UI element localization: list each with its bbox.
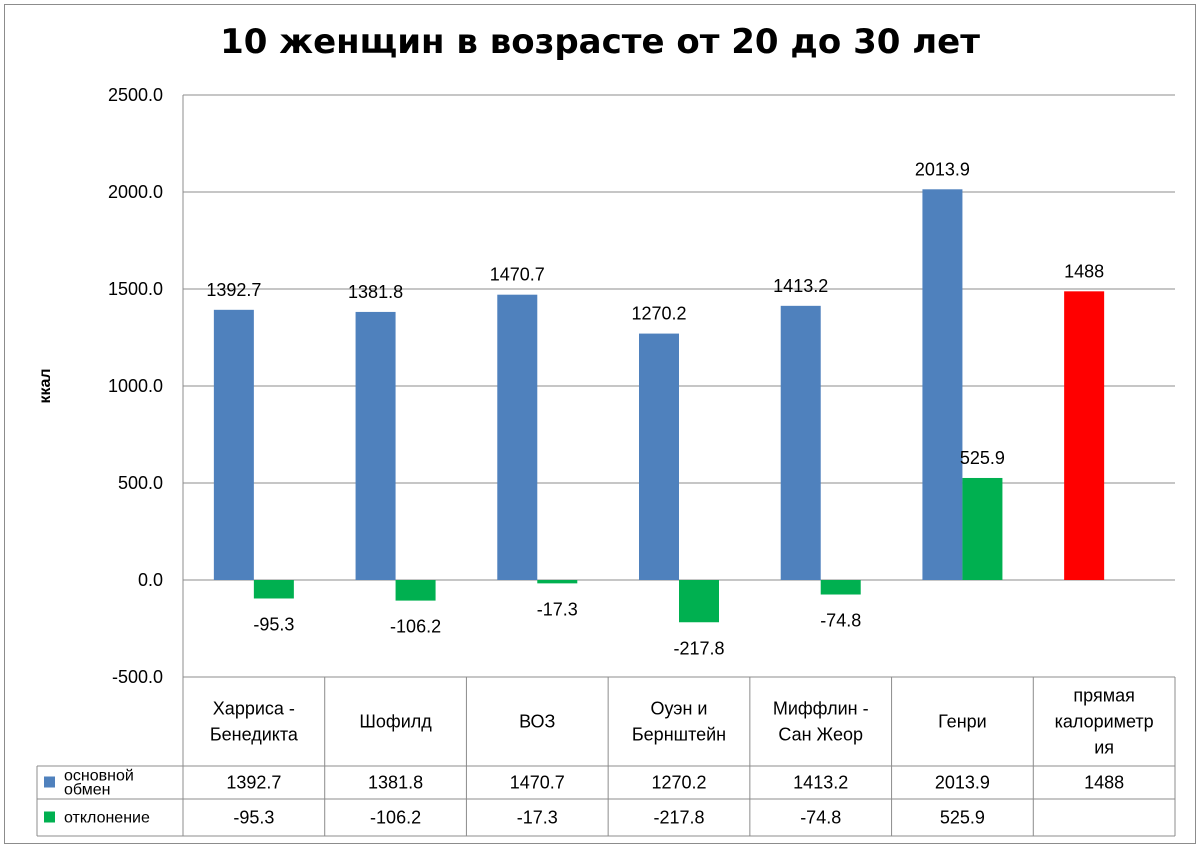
table-cell: 1392.7 <box>226 773 281 793</box>
data-label: 1413.2 <box>773 276 828 296</box>
y-tick-label: 2000.0 <box>108 182 163 202</box>
data-label: 525.9 <box>960 448 1005 468</box>
data-label: -106.2 <box>390 617 441 637</box>
legend-series-name: отклонение <box>64 810 150 827</box>
chart-title: 10 женщин в возрасте от 20 до 30 лет <box>220 22 980 62</box>
y-tick-label: 500.0 <box>118 473 163 493</box>
bar-series2 <box>820 580 861 595</box>
category-label: Шофилд <box>359 712 432 732</box>
category-label: ВОЗ <box>519 712 555 732</box>
data-label: -17.3 <box>537 599 578 619</box>
category-label: Миффлин - <box>773 699 869 719</box>
data-label: 2013.9 <box>915 159 970 179</box>
table-cell: 2013.9 <box>935 773 990 793</box>
category-label: Генри <box>938 712 987 732</box>
bar-series2 <box>395 580 436 601</box>
category-label: Харриса - <box>213 699 295 719</box>
table-cell: 525.9 <box>940 808 985 828</box>
data-label: -217.8 <box>673 638 724 658</box>
table-cell: -95.3 <box>233 808 274 828</box>
table-cell: 1488 <box>1084 773 1124 793</box>
bar-series2 <box>253 580 294 599</box>
category-label: прямая <box>1073 686 1134 706</box>
bar-series1 <box>922 189 963 580</box>
data-label: 1270.2 <box>631 304 686 324</box>
data-label: -95.3 <box>253 614 294 634</box>
y-tick-label: -500.0 <box>112 667 163 687</box>
bar-series1 <box>639 333 679 580</box>
data-label: 1488 <box>1064 261 1104 281</box>
table-cell: 1270.2 <box>651 773 706 793</box>
y-tick-label: 2500.0 <box>108 85 163 105</box>
table-cell: -74.8 <box>800 808 841 828</box>
bar-series1 <box>213 309 254 580</box>
category-label: Оуэн и <box>651 699 708 719</box>
data-label: 1381.8 <box>348 282 403 302</box>
table-cell: -17.3 <box>517 808 558 828</box>
category-label: Бернштейн <box>632 725 726 745</box>
data-label: -74.8 <box>820 611 861 631</box>
table-cell: -217.8 <box>653 808 704 828</box>
table-cell: -106.2 <box>370 808 421 828</box>
chart-frame <box>4 4 1196 844</box>
legend-series-name: основной <box>64 768 134 785</box>
data-label: 1392.7 <box>206 280 261 300</box>
legend-series-name: обмен <box>64 782 110 799</box>
bar-series2 <box>679 580 719 623</box>
legend-key-series1 <box>44 776 55 788</box>
bar-series1 <box>780 305 821 580</box>
category-label: Бенедикта <box>210 725 299 745</box>
bar-series1 <box>1064 291 1105 580</box>
y-tick-label: 1500.0 <box>108 279 163 299</box>
legend-key-series2 <box>44 811 55 823</box>
category-label: Сан Жеор <box>778 725 863 745</box>
bar-series2 <box>962 477 1003 580</box>
table-cell: 1413.2 <box>793 773 848 793</box>
bar-series2 <box>537 580 578 584</box>
data-label: 1470.7 <box>490 265 545 285</box>
bar-series1 <box>355 311 396 580</box>
table-cell: 1470.7 <box>510 773 565 793</box>
bar-series1 <box>497 294 538 580</box>
table-cell: 1381.8 <box>368 773 423 793</box>
category-label: ия <box>1094 738 1114 758</box>
category-label: калориметр <box>1055 712 1154 732</box>
y-tick-label: 0.0 <box>138 570 163 590</box>
y-tick-label: 1000.0 <box>108 376 163 396</box>
